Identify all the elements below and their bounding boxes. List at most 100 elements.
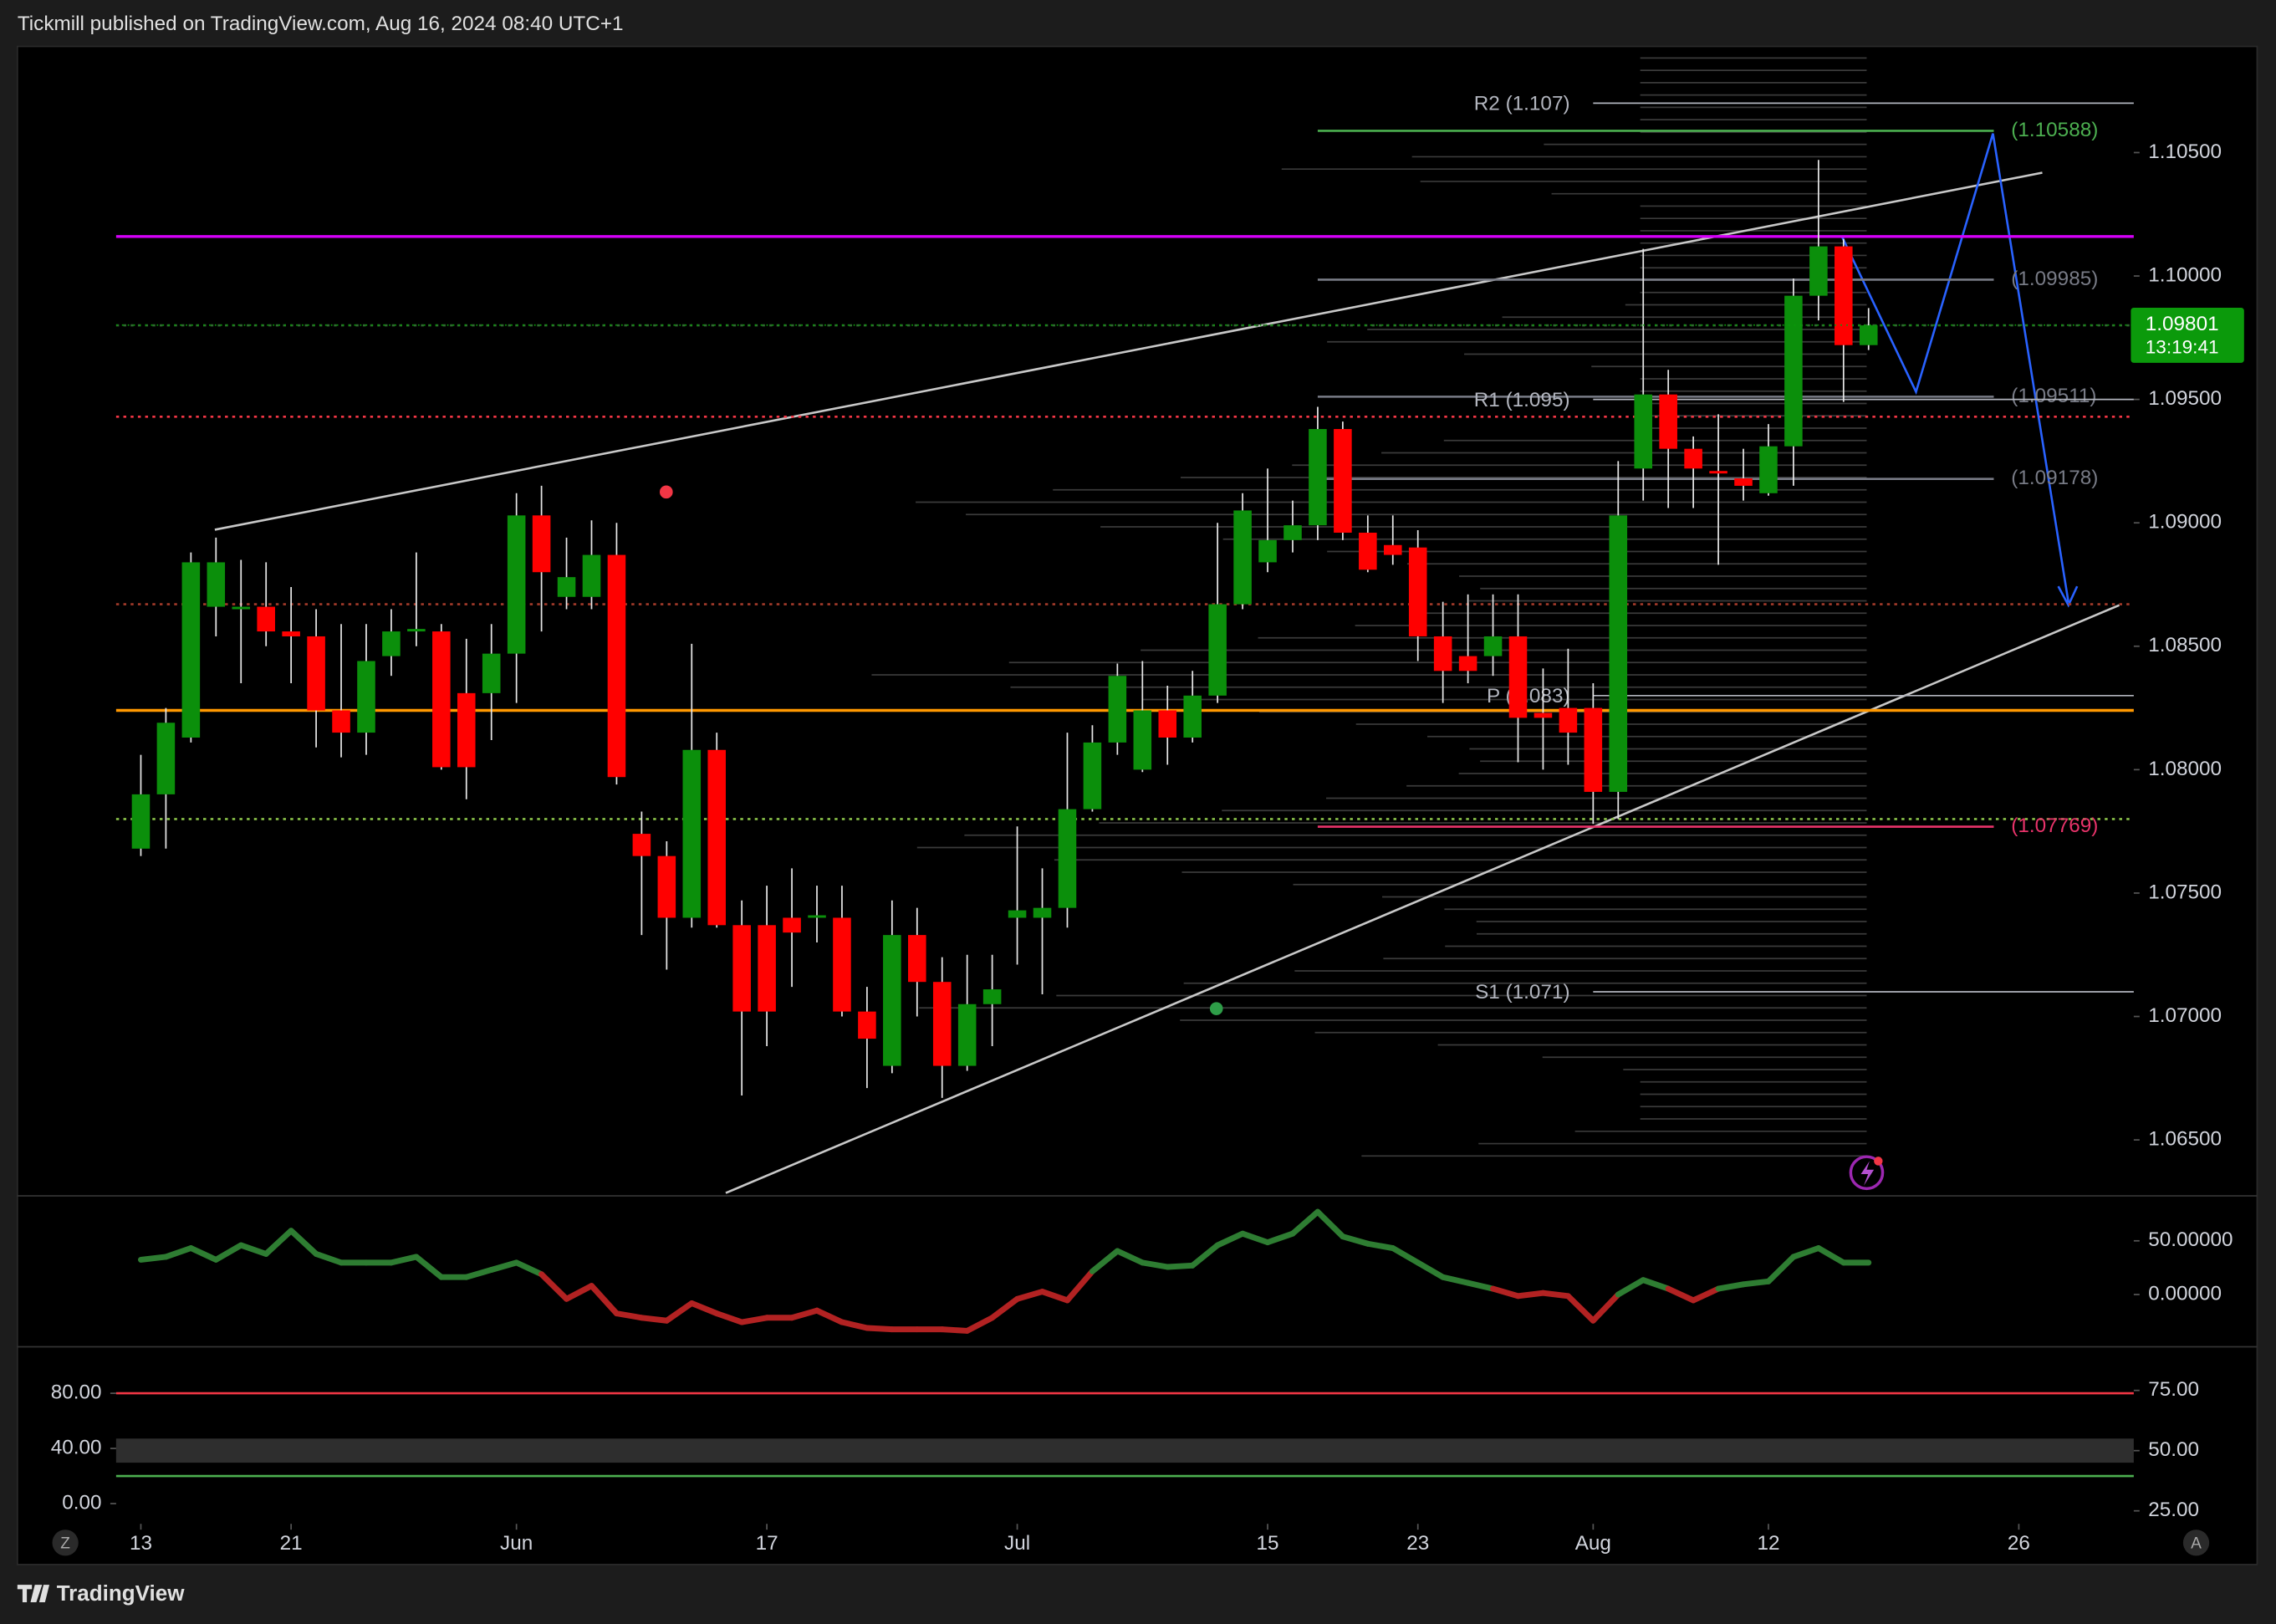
y-tick-label: 1.06500 <box>2148 1128 2222 1151</box>
momentum-segment <box>814 1307 845 1325</box>
candle-body <box>758 925 776 1012</box>
candle-body <box>232 606 251 610</box>
alert-badge <box>1874 1157 1883 1166</box>
momentum-segment <box>1665 1285 1697 1304</box>
candle-body <box>482 653 501 693</box>
momentum-segment <box>713 1310 745 1325</box>
auto-button[interactable] <box>2182 1530 2210 1556</box>
y-tick-label: 1.09000 <box>2148 511 2222 534</box>
momentum-segment <box>162 1245 194 1260</box>
brand-logo <box>17 1585 50 1602</box>
candle-body <box>1233 510 1252 605</box>
momentum-segment <box>1114 1248 1146 1266</box>
momentum-segment <box>1239 1230 1271 1246</box>
candle-body <box>1508 636 1528 718</box>
candle-body <box>932 982 952 1066</box>
candle-body <box>1008 910 1027 918</box>
candle-body <box>982 989 1002 1004</box>
momentum-segment <box>212 1242 244 1263</box>
x-tick-label: 15 <box>1257 1532 1279 1555</box>
y-tick-label: 1.08000 <box>2148 758 2222 780</box>
candle-body <box>1258 539 1277 563</box>
momentum-segment <box>263 1228 294 1257</box>
candle-body <box>1309 429 1327 526</box>
candle-body <box>181 562 201 738</box>
trend-line <box>214 171 2043 531</box>
candle-body <box>1634 394 1653 469</box>
candle-body <box>682 749 702 918</box>
candle-body <box>557 577 576 597</box>
candle-body <box>332 710 350 733</box>
momentum-segment <box>788 1307 820 1321</box>
pivot-label: R1 (1.095) <box>1474 389 1570 411</box>
candle-body <box>507 515 526 654</box>
candle-body <box>382 631 401 656</box>
y-tick-label: 0.00000 <box>2148 1282 2222 1305</box>
momentum-segment <box>1039 1289 1070 1304</box>
candle-body <box>1734 478 1753 486</box>
candle-body <box>957 1004 977 1066</box>
x-tick-label: 17 <box>756 1532 778 1555</box>
zoom-button-label: Z <box>60 1535 70 1553</box>
y-tick-label: 1.10500 <box>2148 140 2222 163</box>
last-price-label: 1.09801 <box>2146 313 2219 335</box>
candle-body <box>156 723 176 794</box>
alert-icon[interactable] <box>1849 1155 1885 1191</box>
momentum-segment <box>1490 1285 1521 1300</box>
momentum-segment <box>187 1245 219 1263</box>
momentum-segment <box>1740 1278 1772 1288</box>
retracement-label: (1.09985) <box>2011 268 2098 290</box>
candle-body <box>732 925 751 1012</box>
signal-dot <box>1209 1002 1223 1015</box>
candle-body <box>1809 246 1828 296</box>
momentum-segment <box>1765 1254 1797 1284</box>
momentum-segment <box>939 1326 971 1334</box>
momentum-segment <box>864 1325 896 1333</box>
y-tick-label: 1.07000 <box>2148 1004 2222 1027</box>
candle-body <box>1784 295 1803 447</box>
y-tick-label: 1.08500 <box>2148 634 2222 656</box>
y-tick-label: 40.00 <box>51 1436 102 1458</box>
momentum-segment <box>964 1315 996 1334</box>
momentum-segment <box>137 1254 169 1263</box>
momentum-segment <box>1465 1279 1497 1292</box>
momentum-segment <box>589 1283 620 1317</box>
countdown-label: 13:19:41 <box>2146 336 2219 357</box>
momentum-segment <box>488 1259 520 1273</box>
candle-body <box>1383 544 1402 555</box>
candle-body <box>207 562 226 607</box>
momentum-segment <box>688 1300 720 1317</box>
candle-body <box>657 855 676 918</box>
projection-path <box>1840 133 2070 603</box>
candle-body <box>1859 325 1878 345</box>
zoom-button[interactable] <box>52 1530 79 1556</box>
momentum-segment <box>237 1242 269 1257</box>
candle-body <box>582 554 601 597</box>
momentum-segment <box>538 1271 570 1302</box>
candle-body <box>1133 710 1152 770</box>
candle-body <box>1483 636 1503 656</box>
momentum-segment <box>1164 1262 1196 1270</box>
candle-body <box>783 917 801 933</box>
momentum-segment <box>1289 1208 1321 1237</box>
momentum-segment <box>613 1310 645 1321</box>
candle-body <box>833 917 851 1012</box>
momentum-segment <box>1539 1289 1571 1300</box>
momentum-segment <box>313 1250 344 1266</box>
momentum-segment <box>463 1267 495 1280</box>
momentum-segment <box>513 1259 545 1278</box>
pivot-label: S1 (1.071) <box>1475 981 1569 1004</box>
momentum-segment <box>1790 1245 1822 1260</box>
last-price-tag <box>2131 307 2244 363</box>
candle-body <box>607 554 626 778</box>
momentum-segment <box>1690 1285 1722 1304</box>
retracement-label: (1.07769) <box>2011 815 2098 837</box>
pivot-label: P (1.083) <box>1487 685 1570 707</box>
x-tick-label: Jun <box>500 1532 533 1555</box>
candle-body <box>457 692 476 768</box>
candle-body <box>707 749 727 926</box>
momentum-segment <box>1264 1230 1296 1246</box>
candle-body <box>632 834 651 856</box>
momentum-segment <box>1564 1293 1596 1324</box>
